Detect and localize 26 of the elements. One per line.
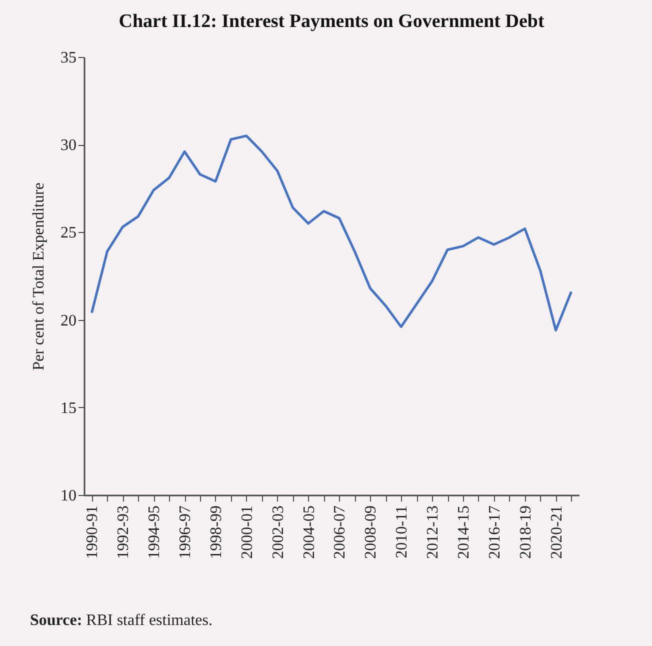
x-tick-label: 2002-03 [270, 506, 287, 559]
x-tick-label: 2008-09 [362, 506, 380, 559]
y-tick-label: 35 [60, 50, 76, 66]
x-tick-label: 2004-05 [300, 506, 318, 559]
y-tick-label: 30 [60, 137, 76, 154]
x-tick-label: 2020-21 [548, 506, 566, 559]
x-tick-label: 2016-17 [486, 506, 504, 559]
source-note: Source: RBI staff estimates. [30, 612, 212, 630]
x-tick-label: 1992-93 [115, 506, 132, 559]
x-tick-label: 1990-91 [84, 506, 102, 559]
chart-title: Chart II.12: Interest Payments on Government Debt [118, 11, 545, 32]
x-tick-label: 1996-97 [177, 506, 194, 559]
x-tick-label: 1998-99 [208, 506, 225, 559]
x-tick-label: 2000-01 [238, 506, 256, 559]
x-tick-label: 2010-11 [394, 506, 411, 558]
x-tick-label: 2006-07 [332, 506, 349, 559]
y-tick-label: 25 [60, 224, 76, 242]
y-tick-label: 20 [60, 312, 76, 330]
x-tick-label: 1994-95 [146, 506, 164, 559]
y-tick-label: 15 [60, 400, 76, 417]
x-tick-label: 2012-13 [424, 506, 442, 559]
y-tick-label: 10 [60, 488, 76, 504]
line-series [90, 134, 573, 332]
y-axis-title: Per cent of Total Expenditure [30, 182, 48, 370]
x-tick-label: 2018-19 [517, 506, 534, 559]
x-tick-label: 2014-15 [455, 506, 472, 559]
